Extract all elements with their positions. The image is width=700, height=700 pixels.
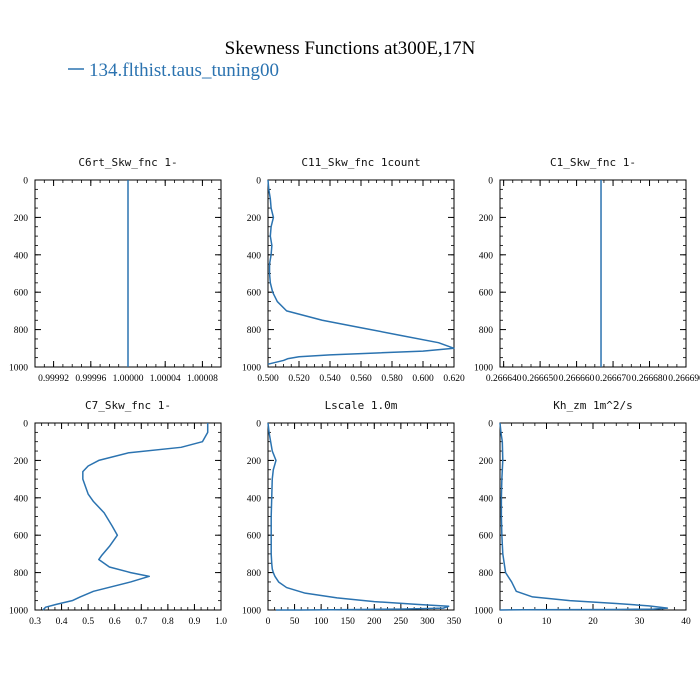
y-tick-label: 800 [247,569,262,579]
y-tick-label: 200 [479,457,494,467]
panel-title: Kh_zm 1m^2/s [553,399,632,412]
x-tick-label: 1.00008 [187,374,218,384]
y-tick-label: 1000 [242,364,261,374]
y-tick-label: 0 [488,177,493,187]
chart-panel: Lscale 1.0m 0 200 400 600 800 1000 0 50 100 150 200… [242,399,461,627]
x-tick-label: 1.0 [215,617,227,627]
x-tick-label: 0.7 [135,617,147,627]
x-tick-label: 0.600 [412,374,434,384]
x-tick-label: 0.8 [162,617,174,627]
y-tick-label: 1000 [242,607,261,617]
x-tick-label: 30 [635,617,645,627]
x-tick-label: 0 [266,617,271,627]
y-tick-label: 0 [23,177,28,187]
y-tick-label: 1000 [474,364,493,374]
x-tick-label: 0.6 [109,617,121,627]
x-tick-label: 0.580 [381,374,403,384]
x-tick-label: 20 [588,617,598,627]
x-tick-label: 0.266690 [668,374,700,384]
y-tick-label: 800 [247,326,262,336]
x-tick-label: 150 [341,617,356,627]
y-tick-label: 800 [479,326,494,336]
series-line [267,179,455,365]
y-tick-label: 200 [479,214,494,224]
x-tick-label: 0.9 [188,617,200,627]
x-tick-label: 250 [394,617,409,627]
plot-frame [267,422,455,611]
y-tick-label: 0 [256,420,261,430]
x-tick-label: 0.500 [257,374,279,384]
x-tick-label: 200 [367,617,382,627]
y-tick-label: 0 [23,420,28,430]
x-tick-label: 0.99996 [75,374,106,384]
x-tick-label: 0.520 [288,374,310,384]
figure-title: Skewness Functions at300E,17N [225,38,476,59]
x-tick-label: 0.266650 [522,374,558,384]
y-tick-label: 1000 [9,364,28,374]
x-tick-label: 0 [498,617,503,627]
x-tick-label: 300 [420,617,435,627]
y-tick-label: 400 [14,494,29,504]
panel-title: C6rt_Skw_fnc 1- [78,156,177,169]
x-tick-label: 0.266660 [559,374,595,384]
x-tick-label: 0.560 [350,374,372,384]
y-tick-label: 200 [14,457,29,467]
y-tick-label: 0 [488,420,493,430]
panel-title: Lscale 1.0m [325,399,398,412]
y-tick-label: 600 [247,532,262,542]
y-tick-label: 1000 [9,607,28,617]
x-tick-label: 0.266680 [632,374,668,384]
y-tick-label: 600 [479,532,494,542]
x-tick-label: 100 [314,617,329,627]
x-tick-label: 10 [542,617,552,627]
chart-panel: Kh_zm 1m^2/s 0 200 400 600 800 1000 0 10 20 30 40 [474,399,691,627]
y-tick-label: 800 [479,569,494,579]
x-tick-label: 0.620 [443,374,465,384]
x-tick-label: 1.00004 [150,374,181,384]
y-tick-label: 200 [14,214,29,224]
y-tick-label: 600 [14,289,29,299]
x-tick-label: 50 [290,617,300,627]
x-tick-label: 0.266640 [486,374,522,384]
y-tick-label: 0 [256,177,261,187]
y-tick-label: 400 [479,251,494,261]
y-tick-label: 600 [247,289,262,299]
series-line [267,422,450,611]
y-tick-label: 400 [247,494,262,504]
x-tick-label: 40 [681,617,691,627]
y-tick-label: 600 [14,532,29,542]
panel-title: C7_Skw_fnc 1- [85,399,171,412]
series-line [42,423,209,611]
y-tick-label: 1000 [474,607,493,617]
plot-frame [499,179,687,368]
y-tick-label: 800 [14,326,29,336]
x-tick-label: 0.99992 [38,374,69,384]
y-tick-label: 200 [247,214,262,224]
x-tick-label: 0.266670 [595,374,631,384]
x-tick-label: 1.00000 [113,374,144,384]
plot-frame [499,422,687,611]
legend-label: 134.flthist.taus_tuning00 [89,60,279,81]
plot-frame [267,179,455,368]
y-tick-label: 800 [14,569,29,579]
x-tick-label: 0.3 [29,617,41,627]
y-tick-label: 400 [14,251,29,261]
y-tick-label: 400 [247,251,262,261]
chart-panel: C6rt_Skw_fnc 1- 0 200 400 600 800 1000 0.99992 0… [9,156,222,384]
chart-panel: C11_Skw_fnc 1count 0 200 400 600 800 10000.500… [242,156,465,384]
panel-title: C11_Skw_fnc 1count [301,156,420,169]
panel-title: C1_Skw_fnc 1- [550,156,636,169]
series-line [499,422,669,611]
y-tick-label: 600 [479,289,494,299]
x-tick-label: 0.5 [82,617,94,627]
x-tick-label: 0.540 [319,374,341,384]
y-tick-label: 200 [247,457,262,467]
x-tick-label: 350 [447,617,462,627]
y-tick-label: 400 [479,494,494,504]
x-tick-label: 0.4 [56,617,68,627]
